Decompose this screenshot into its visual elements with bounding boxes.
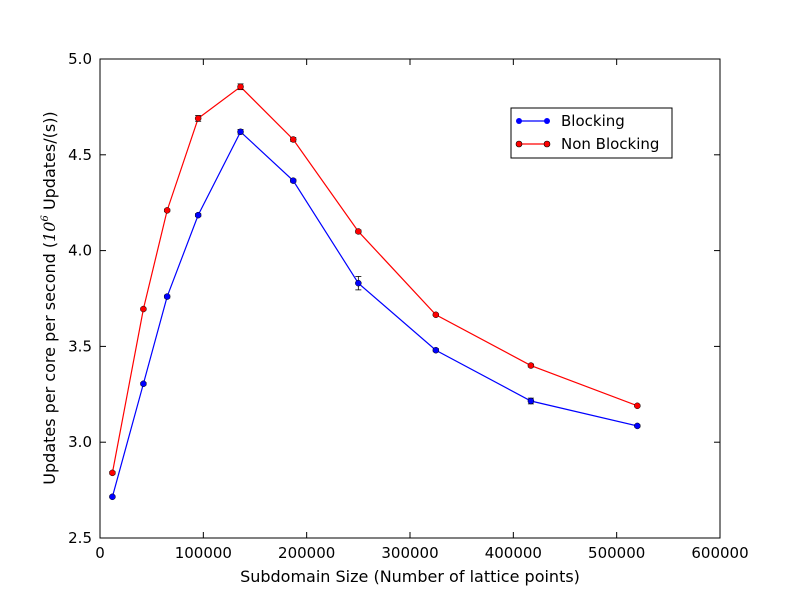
legend-marker-blocking <box>544 118 550 124</box>
series-line-blocking <box>111 130 638 497</box>
data-point-non-blocking <box>634 402 641 410</box>
legend-marker-blocking <box>516 118 522 124</box>
data-point-blocking <box>109 493 116 501</box>
data-point-non-blocking <box>194 115 202 122</box>
data-point-blocking <box>140 380 147 388</box>
x-tick-label: 200000 <box>278 544 335 562</box>
y-tick-label: 4.0 <box>68 242 92 260</box>
data-point-blocking <box>634 422 641 430</box>
legend-marker-non-blocking <box>543 140 551 148</box>
x-tick-label: 0 <box>95 544 105 562</box>
data-point-blocking <box>527 397 535 405</box>
x-axis-label: Subdomain Size (Number of lattice points… <box>240 567 580 586</box>
legend-marker-non-blocking <box>515 140 523 148</box>
legend-box <box>510 107 673 159</box>
y-axis-label: Updates per core per second (106 Updates… <box>40 111 59 484</box>
y-tick-label: 3.0 <box>68 433 92 451</box>
data-point-blocking <box>289 177 297 184</box>
data-point-non-blocking <box>237 83 244 91</box>
data-point-non-blocking <box>140 305 147 313</box>
data-point-non-blocking <box>355 228 362 235</box>
series-line-non-blocking <box>111 85 638 473</box>
data-point-blocking <box>163 293 171 300</box>
y-tick-label: 4.5 <box>68 146 92 164</box>
legend-entry-non-blocking: Non Blocking <box>561 135 659 153</box>
x-tick-label: 100000 <box>175 544 232 562</box>
x-tick-label: 600000 <box>691 544 748 562</box>
data-point-blocking <box>237 128 244 136</box>
data-point-blocking <box>432 346 440 354</box>
x-axis: 0 100000 200000 300000 400000 500000 600000 <box>95 59 749 562</box>
plot-area <box>109 83 641 501</box>
y-tick-label: 3.5 <box>68 337 92 355</box>
data-point-blocking <box>194 211 202 219</box>
x-tick-label: 400000 <box>485 544 542 562</box>
data-point-non-blocking <box>432 311 440 319</box>
y-tick-label: 5.0 <box>68 50 92 68</box>
x-tick-label: 300000 <box>381 544 438 562</box>
data-point-non-blocking <box>109 469 116 477</box>
data-point-non-blocking <box>527 362 535 369</box>
x-tick-label: 500000 <box>588 544 645 562</box>
legend: Blocking Non Blocking <box>510 107 673 159</box>
y-axis: 2.5 3.0 3.5 4.0 4.5 5.0 <box>68 50 720 547</box>
data-point-non-blocking <box>289 136 297 143</box>
y-tick-label: 2.5 <box>68 529 92 547</box>
data-point-blocking <box>355 279 362 287</box>
legend-entry-blocking: Blocking <box>561 112 625 130</box>
data-point-non-blocking <box>163 207 171 214</box>
